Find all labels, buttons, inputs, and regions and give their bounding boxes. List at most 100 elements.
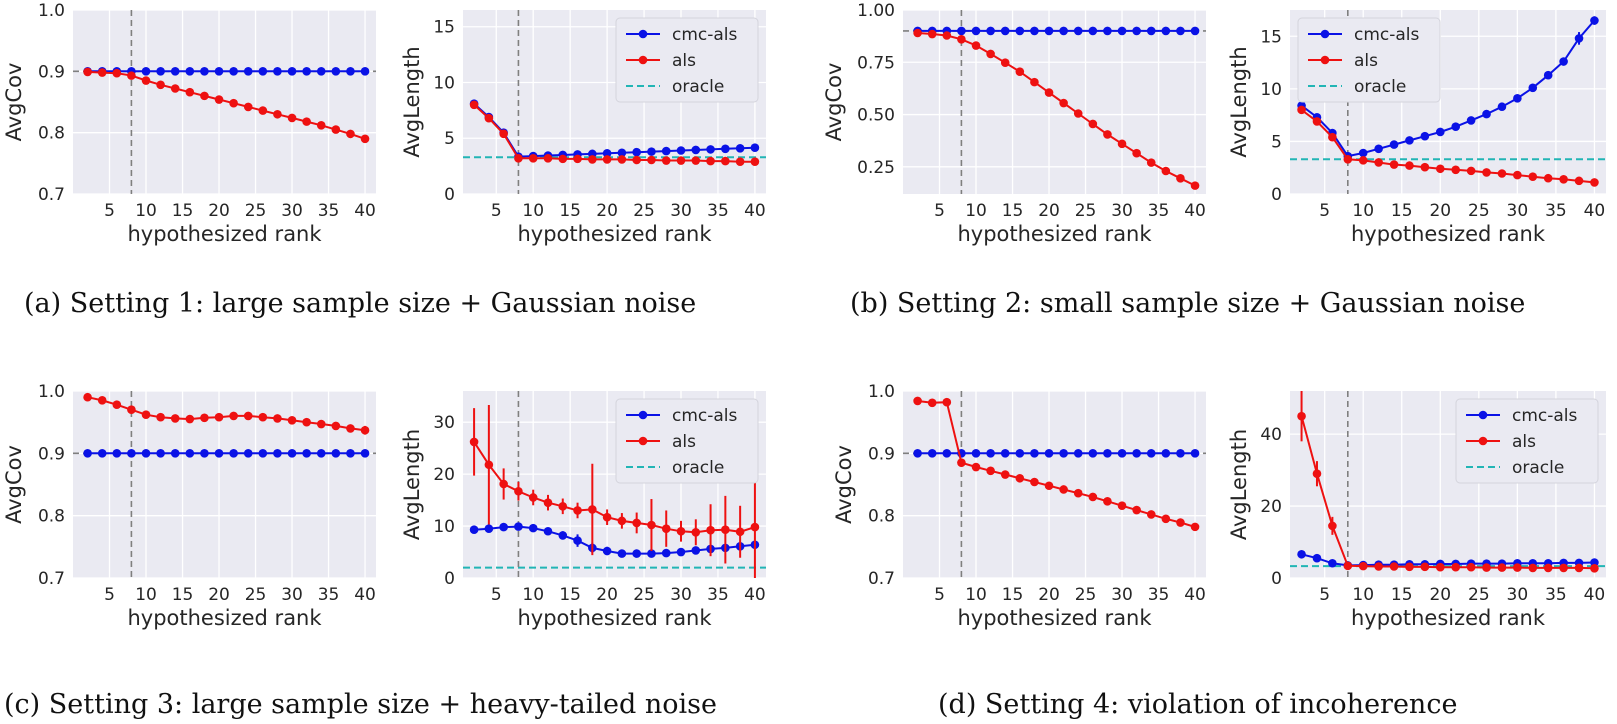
data-point bbox=[661, 156, 671, 165]
legend-marker bbox=[638, 436, 648, 446]
data-point bbox=[258, 67, 268, 76]
x-tick-label: 35 bbox=[1545, 201, 1567, 221]
data-point bbox=[1015, 67, 1025, 76]
chart-panels: 5 10 15 20 25 30 35 40 0.7 0.8 0.9 1.0 hypothesized … bbox=[2, 1, 1606, 630]
legend-box bbox=[1455, 398, 1599, 484]
x-axis-label: hypothesized rank bbox=[127, 222, 322, 246]
data-point bbox=[1328, 521, 1337, 531]
series-cmc-als bbox=[913, 449, 1200, 458]
data-point bbox=[229, 411, 238, 421]
series-cmc-als bbox=[913, 26, 1200, 36]
data-point bbox=[1161, 26, 1171, 36]
x-tick-label: 30 bbox=[670, 201, 692, 221]
data-point bbox=[1451, 165, 1461, 175]
data-point bbox=[214, 412, 224, 422]
data-point bbox=[156, 67, 165, 76]
y-tick-label: 0.8 bbox=[38, 124, 65, 144]
data-point bbox=[661, 524, 671, 533]
x-tick-label: 5 bbox=[491, 585, 502, 605]
data-point bbox=[141, 410, 151, 419]
data-point bbox=[1513, 94, 1522, 103]
x-tick-label: 25 bbox=[245, 201, 267, 221]
data-point bbox=[558, 531, 568, 540]
x-tick-label: 5 bbox=[934, 201, 945, 221]
data-point bbox=[1590, 178, 1599, 187]
data-point bbox=[229, 67, 238, 76]
data-point bbox=[243, 411, 253, 421]
data-point bbox=[346, 424, 355, 433]
data-point bbox=[721, 144, 730, 154]
data-point bbox=[1176, 518, 1185, 527]
x-tick-label: 40 bbox=[1584, 585, 1606, 605]
data-point bbox=[528, 523, 538, 533]
legend-label-oracle: oracle bbox=[672, 77, 724, 97]
data-point bbox=[602, 148, 612, 158]
data-point bbox=[1190, 449, 1200, 458]
x-tick-label: 10 bbox=[135, 201, 157, 221]
x-axis-label: hypothesized rank bbox=[127, 606, 322, 630]
x-tick-label: 5 bbox=[934, 585, 945, 605]
data-point bbox=[97, 449, 107, 458]
data-point bbox=[573, 154, 582, 164]
data-point bbox=[647, 147, 656, 156]
legend: cmc-als als oracle bbox=[1455, 398, 1599, 484]
plot-area bbox=[73, 391, 376, 578]
data-point bbox=[331, 67, 341, 76]
series-cmc-als bbox=[469, 522, 760, 558]
data-point bbox=[986, 449, 995, 458]
data-point bbox=[185, 67, 195, 76]
y-tick-label: 0.9 bbox=[38, 444, 65, 464]
data-point bbox=[913, 396, 922, 406]
data-point bbox=[1146, 26, 1156, 36]
y-tick-label: 0 bbox=[444, 185, 455, 205]
data-point bbox=[1328, 132, 1337, 142]
data-point bbox=[1190, 26, 1200, 36]
data-point bbox=[1389, 160, 1399, 169]
data-point bbox=[676, 526, 686, 536]
legend-marker bbox=[638, 55, 648, 65]
data-point bbox=[1103, 26, 1112, 36]
plot-area bbox=[903, 10, 1206, 194]
data-point bbox=[1000, 26, 1010, 36]
x-tick-label: 5 bbox=[491, 201, 502, 221]
data-point bbox=[302, 67, 311, 76]
legend-label-cmc-als: cmc-als bbox=[672, 25, 738, 45]
y-tick-label: 40 bbox=[1260, 425, 1282, 445]
y-axis-label: AvgLength bbox=[400, 46, 424, 157]
data-point bbox=[602, 155, 612, 164]
data-point bbox=[647, 520, 656, 530]
data-point bbox=[1132, 148, 1141, 158]
data-point bbox=[1059, 98, 1068, 108]
data-point bbox=[214, 95, 224, 104]
x-tick-label: 15 bbox=[1002, 585, 1024, 605]
data-point bbox=[1015, 449, 1025, 458]
data-point bbox=[1117, 501, 1127, 510]
y-tick-label: 15 bbox=[1260, 27, 1282, 47]
legend-marker bbox=[1478, 410, 1488, 420]
x-tick-label: 25 bbox=[633, 201, 655, 221]
y-axis-label: AvgCov bbox=[832, 445, 856, 524]
data-point bbox=[632, 155, 641, 165]
data-point bbox=[302, 449, 311, 458]
x-tick-label: 35 bbox=[1148, 585, 1170, 605]
plot-background bbox=[73, 10, 376, 194]
data-point bbox=[331, 421, 341, 431]
data-point bbox=[1358, 148, 1368, 158]
data-point bbox=[957, 26, 966, 36]
data-point bbox=[1590, 16, 1599, 25]
x-tick-label: 25 bbox=[1075, 201, 1097, 221]
data-point bbox=[316, 419, 326, 429]
data-point bbox=[971, 26, 981, 36]
data-point bbox=[200, 449, 209, 458]
x-axis-label: hypothesized rank bbox=[1351, 606, 1546, 630]
data-point bbox=[1176, 449, 1185, 458]
y-tick-label: 5 bbox=[1271, 132, 1282, 152]
legend-marker bbox=[1478, 436, 1488, 446]
chart-c-cov: 5 10 15 20 25 30 35 40 0.7 0.8 0.9 1.0 hypothesized … bbox=[2, 382, 376, 630]
chart-a-cov: 5 10 15 20 25 30 35 40 0.7 0.8 0.9 1.0 hypothesized … bbox=[2, 1, 376, 246]
legend-box bbox=[615, 398, 759, 484]
x-tick-label: 35 bbox=[707, 585, 729, 605]
x-tick-label: 15 bbox=[1391, 201, 1413, 221]
data-point bbox=[1466, 562, 1476, 572]
